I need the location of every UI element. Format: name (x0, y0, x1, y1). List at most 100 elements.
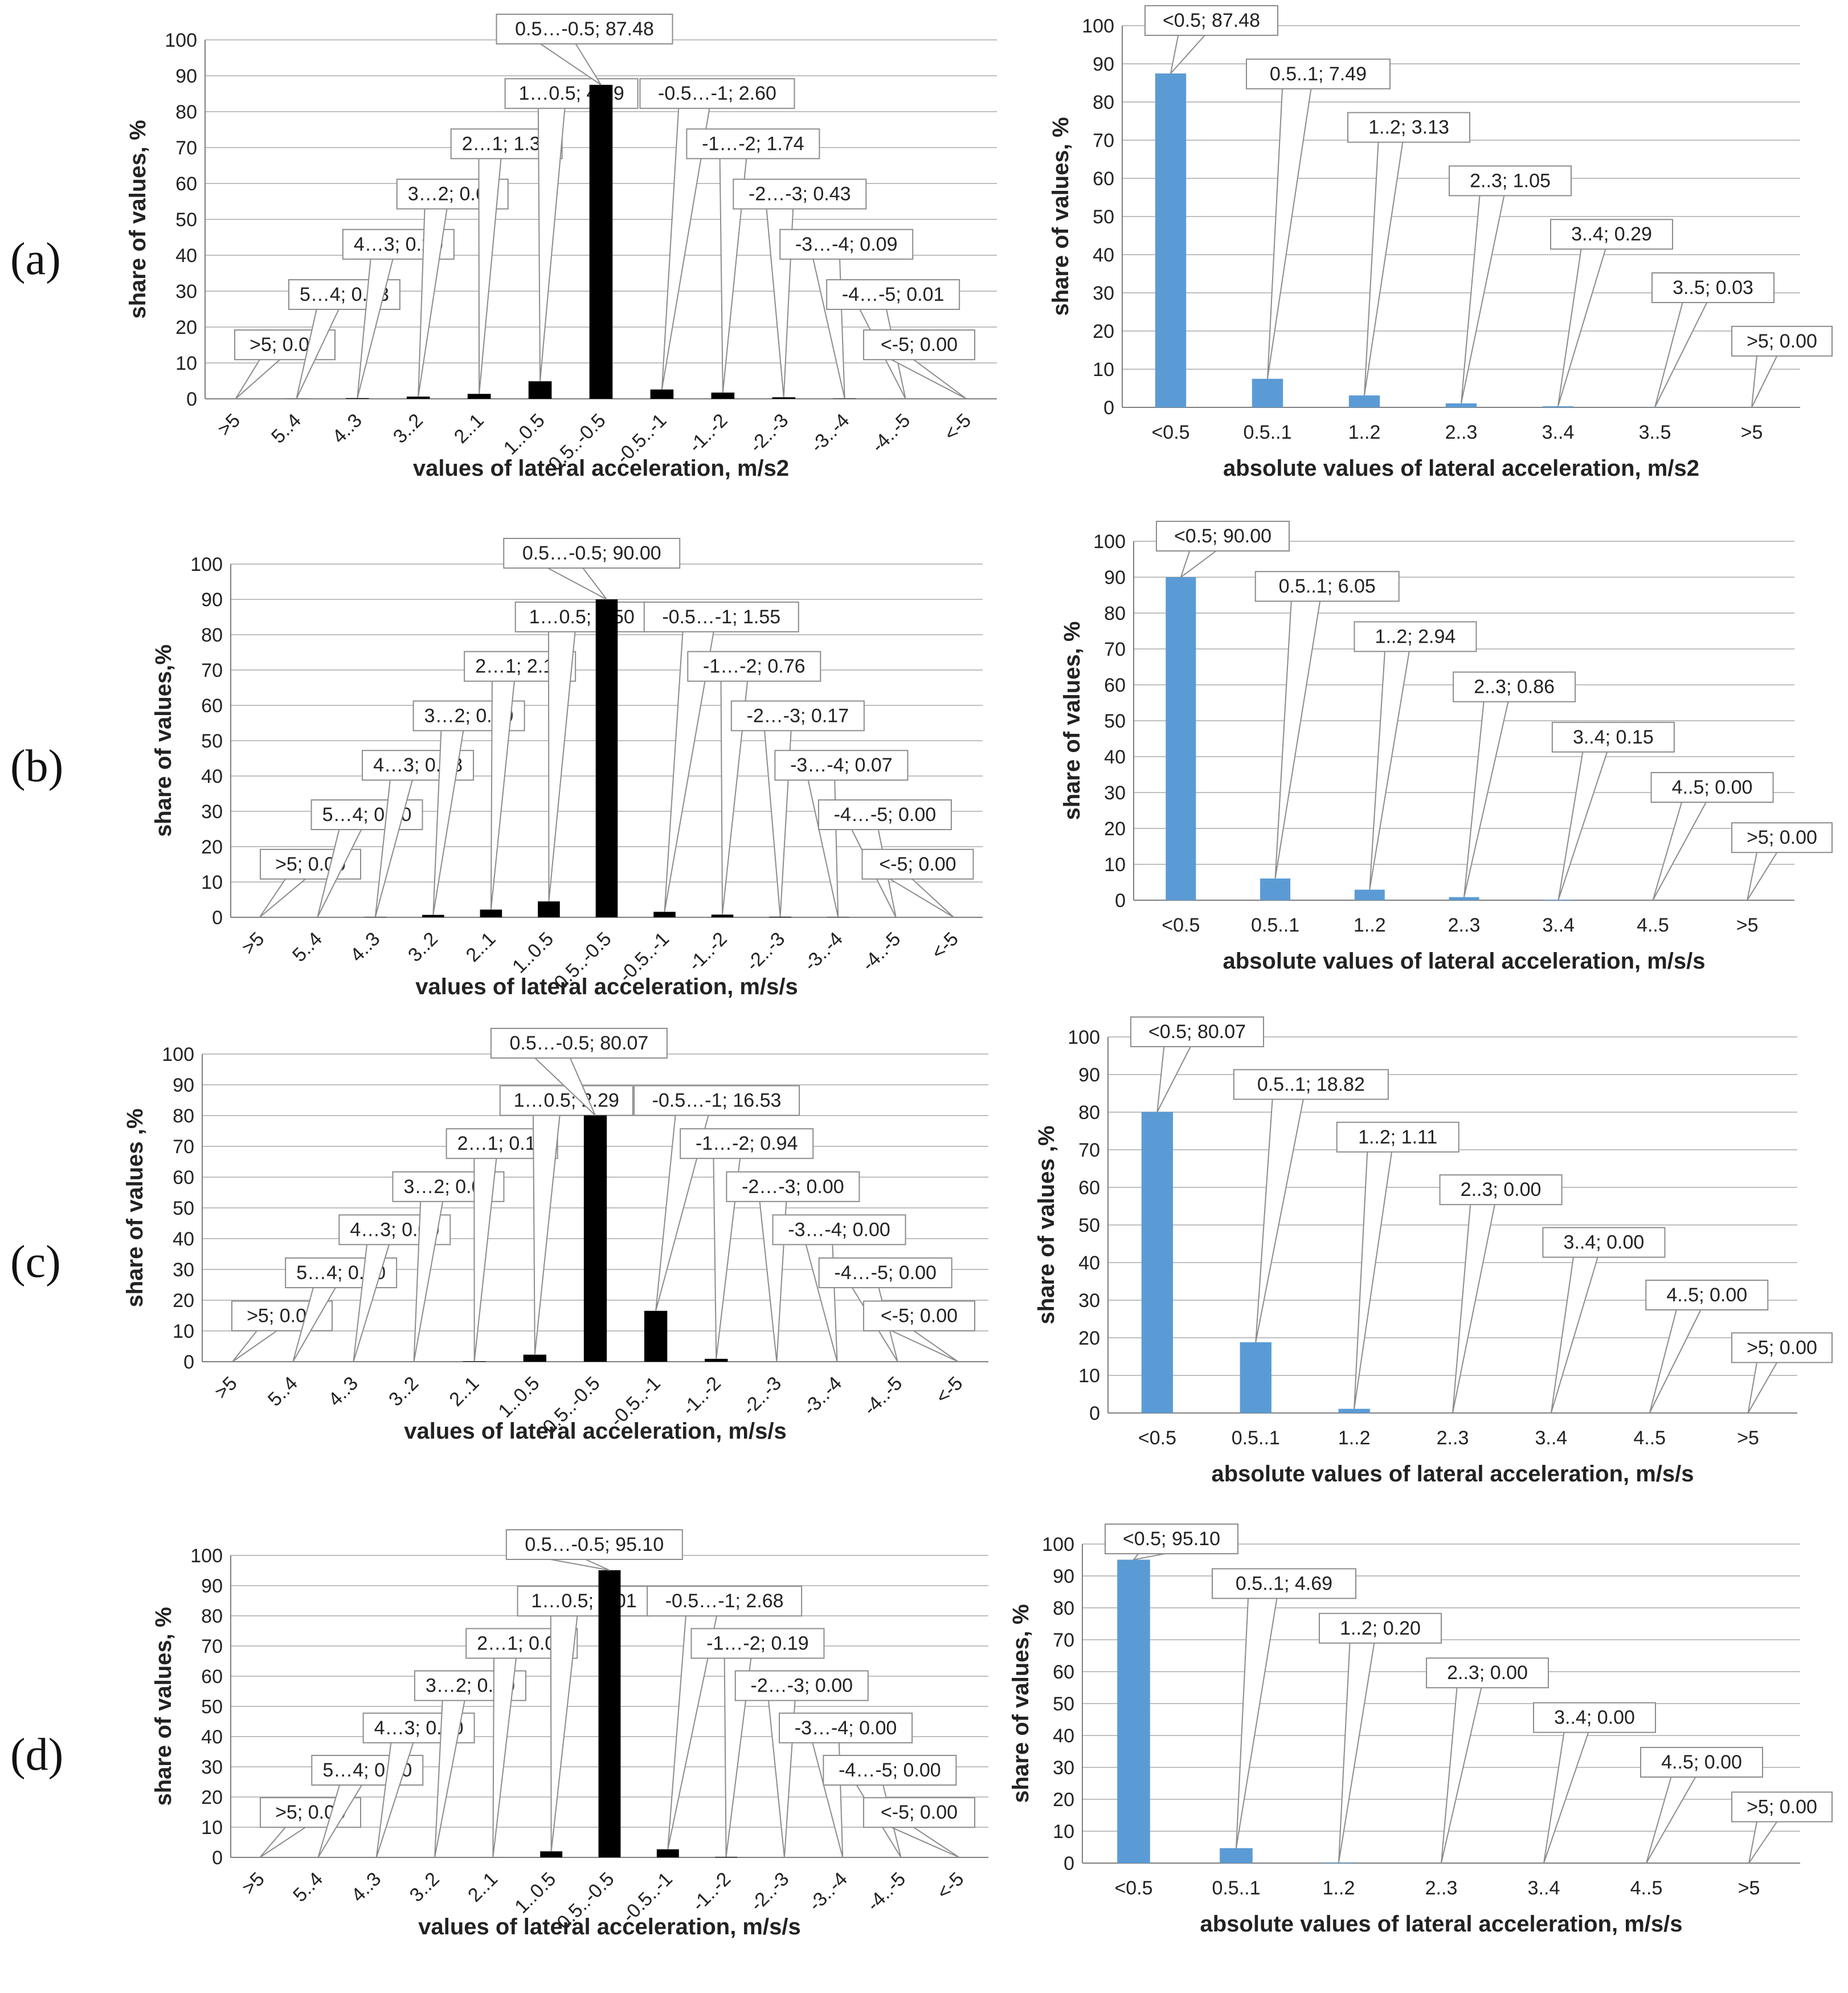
callout-box (690, 1628, 825, 1659)
y-axis-title: share of values, % (125, 120, 150, 318)
callout-box (733, 178, 867, 210)
x-tick-label: -3..-4 (799, 1373, 846, 1420)
data-label: -0.5…-1; 2.60 (658, 83, 776, 104)
callout-box (1731, 325, 1833, 357)
callout-box (1731, 822, 1833, 853)
x-tick-label: >5 (238, 1868, 269, 1899)
callout-box (1449, 165, 1572, 197)
callout-box (863, 1797, 975, 1828)
callout-box (1650, 772, 1774, 803)
callout-pointer (891, 1827, 960, 1858)
x-tick-label: <0.5 (1162, 914, 1200, 936)
y-tick-label: 40 (1078, 1252, 1100, 1274)
callout-box (1731, 1332, 1833, 1363)
bar (656, 1849, 679, 1857)
data-label: <0.5; 80.07 (1148, 1021, 1246, 1043)
data-label: 1..2; 2.94 (1375, 626, 1456, 647)
data-label: -3…-4; 0.00 (795, 1717, 897, 1739)
y-tick-label: 60 (1093, 168, 1114, 190)
bar (1260, 878, 1291, 900)
y-tick-label: 70 (1104, 639, 1126, 660)
callout-box (503, 538, 681, 569)
y-tick-label: 0 (186, 389, 197, 410)
callout-box (779, 1712, 913, 1743)
x-tick-label: -3..-4 (800, 928, 847, 975)
panel-label-b: (b) (10, 741, 64, 791)
y-tick-label: 70 (1093, 130, 1114, 152)
callout-pointer (353, 1244, 390, 1362)
data-label: 3..4; 0.29 (1571, 223, 1652, 245)
callout-box (1347, 112, 1470, 143)
x-axis-title: absolute values of lateral acceleration,… (1200, 1912, 1682, 1937)
x-axis-title: values of lateral acceleration, m/s/s (418, 1914, 800, 1939)
callout-box (505, 1529, 683, 1560)
x-tick-label: 4..3 (324, 1373, 362, 1411)
x-tick-label: 1..2 (1323, 1877, 1355, 1899)
y-tick-label: 20 (175, 317, 197, 338)
chart-a-right: 0 10 20 30 40 50 60 70 80 90 100 <0.5 <0.5; 87.48 0.5… (1048, 5, 1833, 481)
bar (1348, 395, 1380, 407)
bar (538, 901, 560, 917)
callout-box (1233, 1069, 1389, 1100)
callout-box (1254, 571, 1400, 602)
callout-box (863, 329, 975, 361)
data-label: <-5; 0.00 (881, 1305, 958, 1327)
data-label: 0.5…-0.5; 80.07 (510, 1032, 649, 1054)
data-label: 1…0.5; 2.01 (531, 1590, 636, 1612)
callout-box (818, 1257, 952, 1288)
bar (1155, 73, 1187, 407)
callout-pointer (317, 829, 362, 918)
chart-c-right: 0 10 20 30 40 50 60 70 80 90 100 <0.5 <0.5; 80.07 0.5… (1034, 1016, 1833, 1486)
x-tick-label: -4..-5 (867, 410, 914, 457)
data-label: <0.5; 87.48 (1163, 10, 1260, 31)
bar (1141, 1112, 1174, 1413)
x-tick-label: 1..2 (1338, 1427, 1371, 1449)
callout-box (639, 78, 795, 109)
bar (467, 394, 491, 399)
y-tick-label: 40 (1104, 746, 1126, 768)
callout-pointer (547, 567, 607, 600)
callout-pointer (1550, 1257, 1598, 1414)
bar (711, 393, 735, 399)
callout-pointer (432, 730, 464, 915)
callout-pointer (478, 158, 502, 394)
y-tick-label: 10 (175, 353, 197, 374)
x-tick-label: 1..0.5 (494, 1373, 543, 1422)
callout-pointer (713, 1158, 741, 1359)
x-tick-label: <-5 (927, 928, 963, 963)
bar (705, 1358, 728, 1362)
callout-box (1212, 1568, 1356, 1599)
x-tick-label: 4..5 (1630, 1877, 1663, 1899)
data-label: -4…-5; 0.01 (842, 284, 945, 305)
y-tick-label: 30 (1104, 782, 1126, 804)
callout-pointer (1255, 1099, 1304, 1342)
callout-box (1144, 5, 1278, 36)
x-tick-label: <-5 (931, 1373, 967, 1408)
y-tick-label: 50 (175, 209, 197, 231)
y-tick-label: 40 (1093, 244, 1114, 266)
data-label: >5; 0.00 (1747, 1796, 1817, 1818)
x-tick-label: <0.5 (1138, 1427, 1176, 1449)
x-axis-title: values of lateral acceleration, m/s/s (415, 974, 798, 999)
callout-pointer (723, 1658, 752, 1857)
x-tick-label: 3..2 (389, 410, 427, 448)
data-label: 2…1; 0.16 (457, 1133, 547, 1154)
bar (1449, 897, 1479, 900)
x-tick-label: -1..-2 (685, 410, 732, 457)
y-tick-label: 60 (1078, 1177, 1100, 1199)
data-label: 1..2; 1.11 (1358, 1126, 1437, 1148)
bar (540, 1851, 563, 1857)
callout-pointer (1747, 1362, 1778, 1414)
x-tick-label: >5 (214, 410, 244, 440)
callout-pointer (1274, 601, 1321, 879)
data-label: 4..5; 0.00 (1666, 1284, 1747, 1306)
x-tick-label: -2..-3 (742, 928, 789, 975)
y-tick-label: 60 (1104, 675, 1126, 696)
callout-pointer (413, 1201, 444, 1362)
y-tick-label: 50 (1104, 710, 1126, 732)
callout-pointer (891, 359, 967, 399)
callout-box (1156, 521, 1290, 552)
y-tick-label: 20 (1093, 321, 1114, 342)
data-label: -3…-4; 0.07 (790, 754, 893, 776)
